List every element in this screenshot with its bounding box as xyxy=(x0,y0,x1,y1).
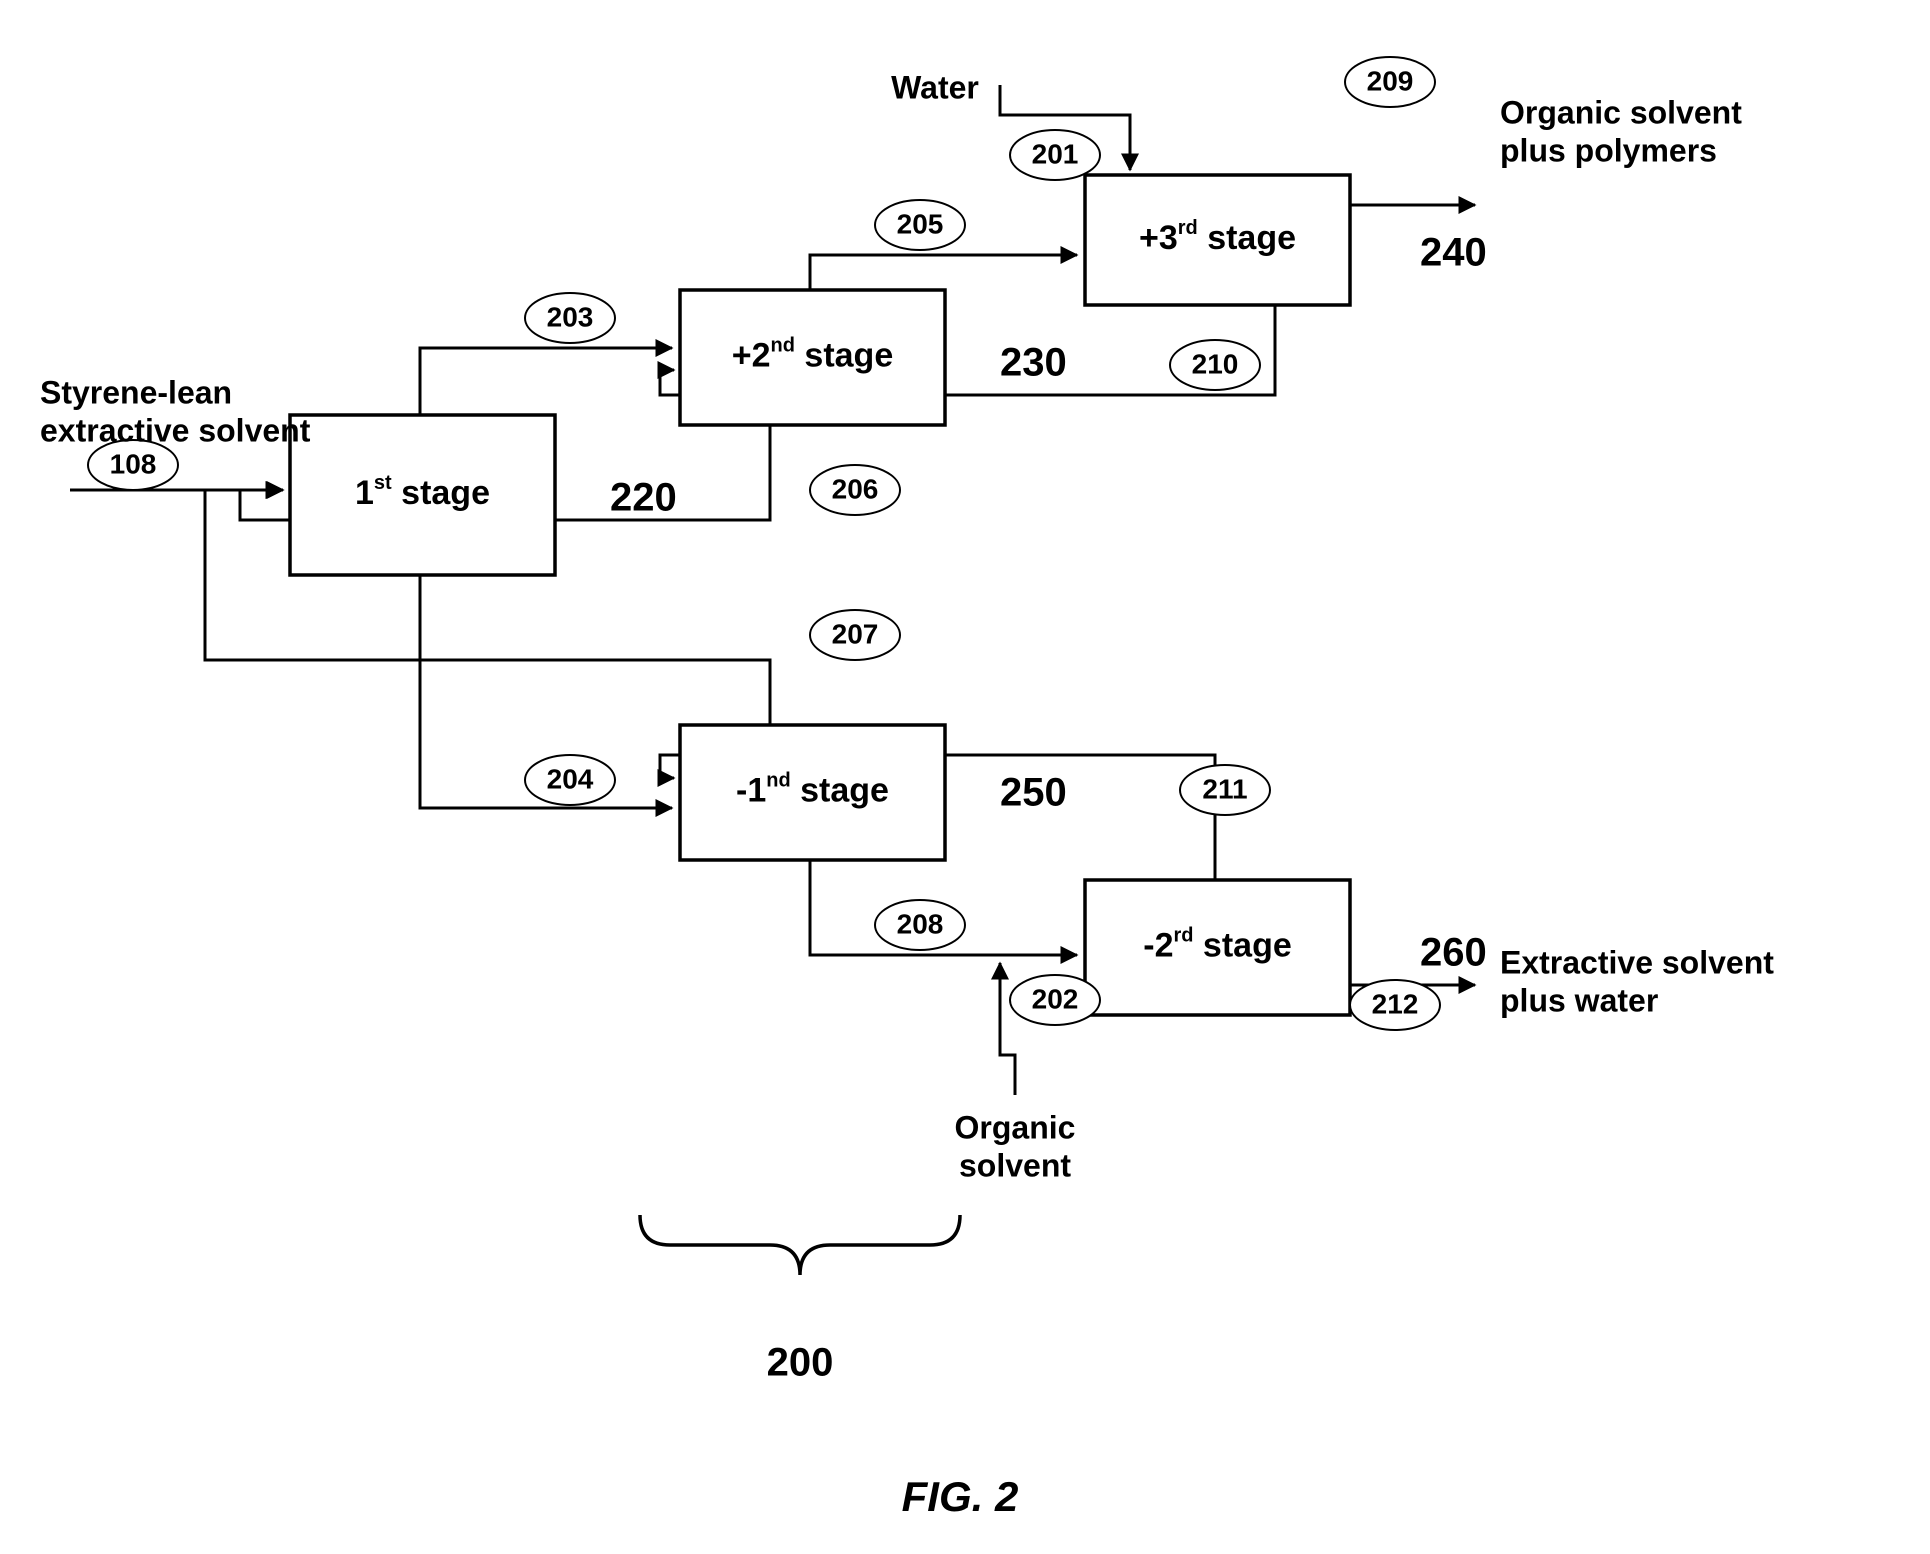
stream-bubble-204: 204 xyxy=(525,755,615,805)
svg-text:206: 206 xyxy=(832,473,879,504)
stage-number: 220 xyxy=(610,476,677,520)
svg-text:Organic solvent: Organic solvent xyxy=(1500,94,1742,130)
stage-node-n1: 1st stage220 xyxy=(290,415,677,575)
svg-text:Organic: Organic xyxy=(955,1109,1076,1145)
svg-text:extractive solvent: extractive solvent xyxy=(40,412,311,448)
external-label-l202: Organicsolvent xyxy=(955,1109,1076,1183)
svg-text:210: 210 xyxy=(1192,348,1239,379)
figure-caption: FIG. 2 xyxy=(902,1473,1019,1520)
edge-e3 xyxy=(810,255,1077,290)
svg-text:208: 208 xyxy=(897,908,944,939)
stage-label: -2rd stage xyxy=(1143,925,1292,965)
stream-bubble-203: 203 xyxy=(525,293,615,343)
stream-bubble-212: 212 xyxy=(1350,980,1440,1030)
external-label-l212: Extractive solventplus water xyxy=(1500,944,1774,1018)
stage-number: 230 xyxy=(1000,341,1067,385)
stage-label: +2nd stage xyxy=(732,335,893,375)
svg-text:209: 209 xyxy=(1367,65,1414,96)
stream-bubble-201: 201 xyxy=(1010,130,1100,180)
svg-text:plus polymers: plus polymers xyxy=(1500,132,1717,168)
svg-text:Styrene-lean: Styrene-lean xyxy=(40,374,232,410)
svg-text:203: 203 xyxy=(547,301,594,332)
stage-label: +3rd stage xyxy=(1139,217,1296,257)
brace-label: 200 xyxy=(767,1341,834,1385)
svg-text:202: 202 xyxy=(1032,983,1079,1014)
stream-bubble-205: 205 xyxy=(875,200,965,250)
svg-text:207: 207 xyxy=(832,618,879,649)
stage-number: 260 xyxy=(1420,931,1487,975)
svg-text:108: 108 xyxy=(110,448,157,479)
stage-node-n3: +3rd stage 240 xyxy=(1085,175,1487,305)
edge-e13 xyxy=(1000,963,1015,1095)
stage-number: 250 xyxy=(1000,771,1067,815)
external-label-l108: Styrene-leanextractive solvent xyxy=(40,374,311,448)
svg-text:Extractive solvent: Extractive solvent xyxy=(1500,944,1774,980)
svg-text:plus water: plus water xyxy=(1500,982,1658,1018)
edge-e2 xyxy=(420,348,672,415)
stream-bubble-209: 209 xyxy=(1345,57,1435,107)
stream-bubble-202: 202 xyxy=(1010,975,1100,1025)
stream-bubble-210: 210 xyxy=(1170,340,1260,390)
stream-bubble-211: 211 xyxy=(1180,765,1270,815)
stage-number: 240 xyxy=(1420,231,1487,275)
brace xyxy=(640,1215,960,1275)
external-label-lwater: Water xyxy=(891,69,979,105)
stream-bubble-206: 206 xyxy=(810,465,900,515)
external-label-l209: Organic solventplus polymers xyxy=(1500,94,1742,168)
svg-text:201: 201 xyxy=(1032,138,1079,169)
stream-bubble-208: 208 xyxy=(875,900,965,950)
stream-bubble-207: 207 xyxy=(810,610,900,660)
stage-label: -1nd stage xyxy=(736,770,889,810)
svg-text:205: 205 xyxy=(897,208,944,239)
svg-text:212: 212 xyxy=(1372,988,1419,1019)
stage-node-n4: -1nd stage 250 xyxy=(680,725,1067,860)
svg-text:204: 204 xyxy=(547,763,594,794)
svg-text:solvent: solvent xyxy=(959,1147,1071,1183)
stage-node-n2: +2nd stage 230 xyxy=(680,290,1067,425)
svg-text:Water: Water xyxy=(891,69,979,105)
svg-text:211: 211 xyxy=(1202,773,1247,804)
flowchart: 1st stage220 +2nd stage 230 +3rd stage 240 -1… xyxy=(0,0,1930,1549)
